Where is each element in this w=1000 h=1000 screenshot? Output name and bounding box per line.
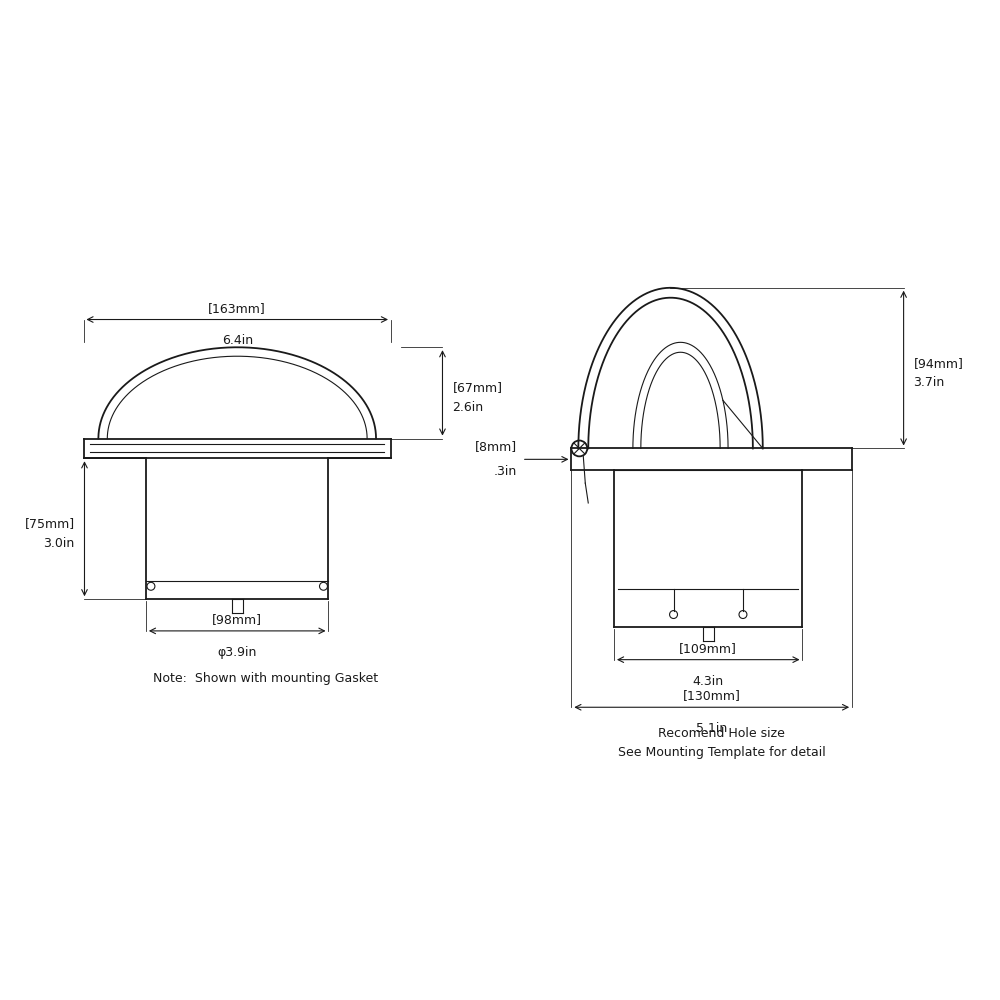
Text: 5.1in: 5.1in bbox=[696, 722, 727, 735]
Text: Note:  Shown with mounting Gasket: Note: Shown with mounting Gasket bbox=[153, 672, 378, 685]
Text: 6.4in: 6.4in bbox=[222, 334, 253, 347]
Text: [8mm]: [8mm] bbox=[475, 440, 517, 453]
Text: [163mm]: [163mm] bbox=[208, 302, 266, 315]
Text: 3.0in: 3.0in bbox=[43, 537, 75, 550]
Text: [94mm]: [94mm] bbox=[914, 357, 963, 370]
Text: [109mm]: [109mm] bbox=[679, 642, 737, 655]
Text: .3in: .3in bbox=[494, 465, 517, 478]
Text: 4.3in: 4.3in bbox=[693, 675, 724, 688]
Text: [130mm]: [130mm] bbox=[683, 689, 741, 702]
Text: [98mm]: [98mm] bbox=[212, 613, 262, 626]
Text: [67mm]: [67mm] bbox=[452, 381, 502, 394]
Text: φ3.9in: φ3.9in bbox=[218, 646, 257, 659]
Text: [75mm]: [75mm] bbox=[24, 517, 75, 530]
Text: 3.7in: 3.7in bbox=[914, 376, 945, 389]
Text: Recomend Hole size: Recomend Hole size bbox=[658, 727, 785, 740]
Text: See Mounting Template for detail: See Mounting Template for detail bbox=[618, 746, 826, 759]
Text: 2.6in: 2.6in bbox=[452, 401, 484, 414]
